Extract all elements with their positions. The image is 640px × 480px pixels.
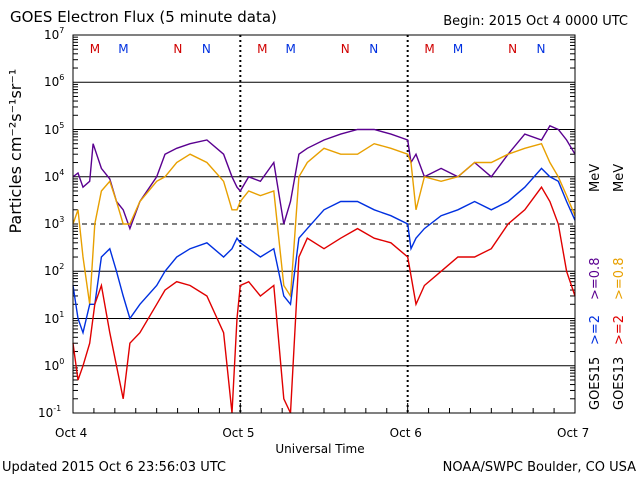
legend-goes15-08mev: >=0.8 — [588, 257, 603, 300]
begin-time: Begin: 2015 Oct 4 0000 UTC — [443, 14, 628, 29]
maneuver-marker-11: N — [536, 42, 546, 56]
maneuver-marker-1: M — [118, 42, 129, 56]
y-tick-label-2: 105 — [44, 120, 65, 137]
x-tick-label-1: Oct 5 — [222, 426, 255, 440]
legend-goes15: GOES15 — [588, 356, 603, 410]
updated-timestamp: Updated 2015 Oct 6 23:56:03 UTC — [2, 460, 226, 475]
series-goes13_2 — [72, 185, 576, 414]
x-tick-label-2: Oct 6 — [389, 426, 422, 440]
legend-unit: MeV — [588, 163, 603, 192]
series-layer — [72, 124, 576, 414]
maneuver-marker-2: N — [173, 42, 183, 56]
maneuver-marker-6: N — [340, 42, 350, 56]
legend-goes13: GOES13 — [612, 356, 627, 410]
series-goes13_08 — [72, 142, 576, 305]
maneuver-marker-5: M — [285, 42, 296, 56]
maneuver-marker-3: N — [201, 42, 211, 56]
y-tick-label-0: 107 — [44, 26, 65, 42]
x-axis-label: Universal Time — [275, 442, 365, 456]
x-tick-label-3: Oct 7 — [557, 426, 590, 440]
legend-goes13-2mev: >=2 — [612, 314, 627, 345]
legend-unit-2: MeV — [612, 163, 627, 192]
series-goes15_08 — [72, 124, 576, 231]
y-tick-label-7: 100 — [44, 356, 65, 373]
legend-goes15-2mev: >=2 — [588, 314, 603, 345]
credit-text: NOAA/SWPC Boulder, CO USA — [442, 460, 636, 475]
y-axis-label: Particles cm⁻²s⁻¹sr⁻¹ — [6, 68, 25, 234]
grid-layer — [72, 34, 576, 414]
chart-title: GOES Electron Flux (5 minute data) — [10, 8, 277, 26]
plot-frame — [72, 34, 576, 414]
series-goes15_2 — [72, 167, 576, 336]
y-tick-label-3: 104 — [44, 167, 65, 184]
y-tick-label-4: 103 — [44, 215, 65, 231]
maneuver-marker-9: M — [452, 42, 464, 56]
y-tick-label-6: 101 — [44, 309, 65, 326]
maneuver-marker-10: N — [508, 42, 518, 56]
maneuver-marker-4: M — [257, 42, 268, 56]
y-tick-label-8: 10-1 — [38, 404, 62, 420]
legend-goes13-08mev: >=0.8 — [612, 257, 627, 300]
maneuver-marker-7: N — [369, 42, 379, 56]
x-tick-label-0: Oct 4 — [55, 426, 88, 440]
y-tick-label-1: 106 — [44, 73, 65, 90]
y-tick-label-5: 102 — [44, 262, 65, 279]
maneuver-marker-0: M — [89, 42, 101, 56]
maneuver-marker-8: M — [424, 42, 435, 56]
